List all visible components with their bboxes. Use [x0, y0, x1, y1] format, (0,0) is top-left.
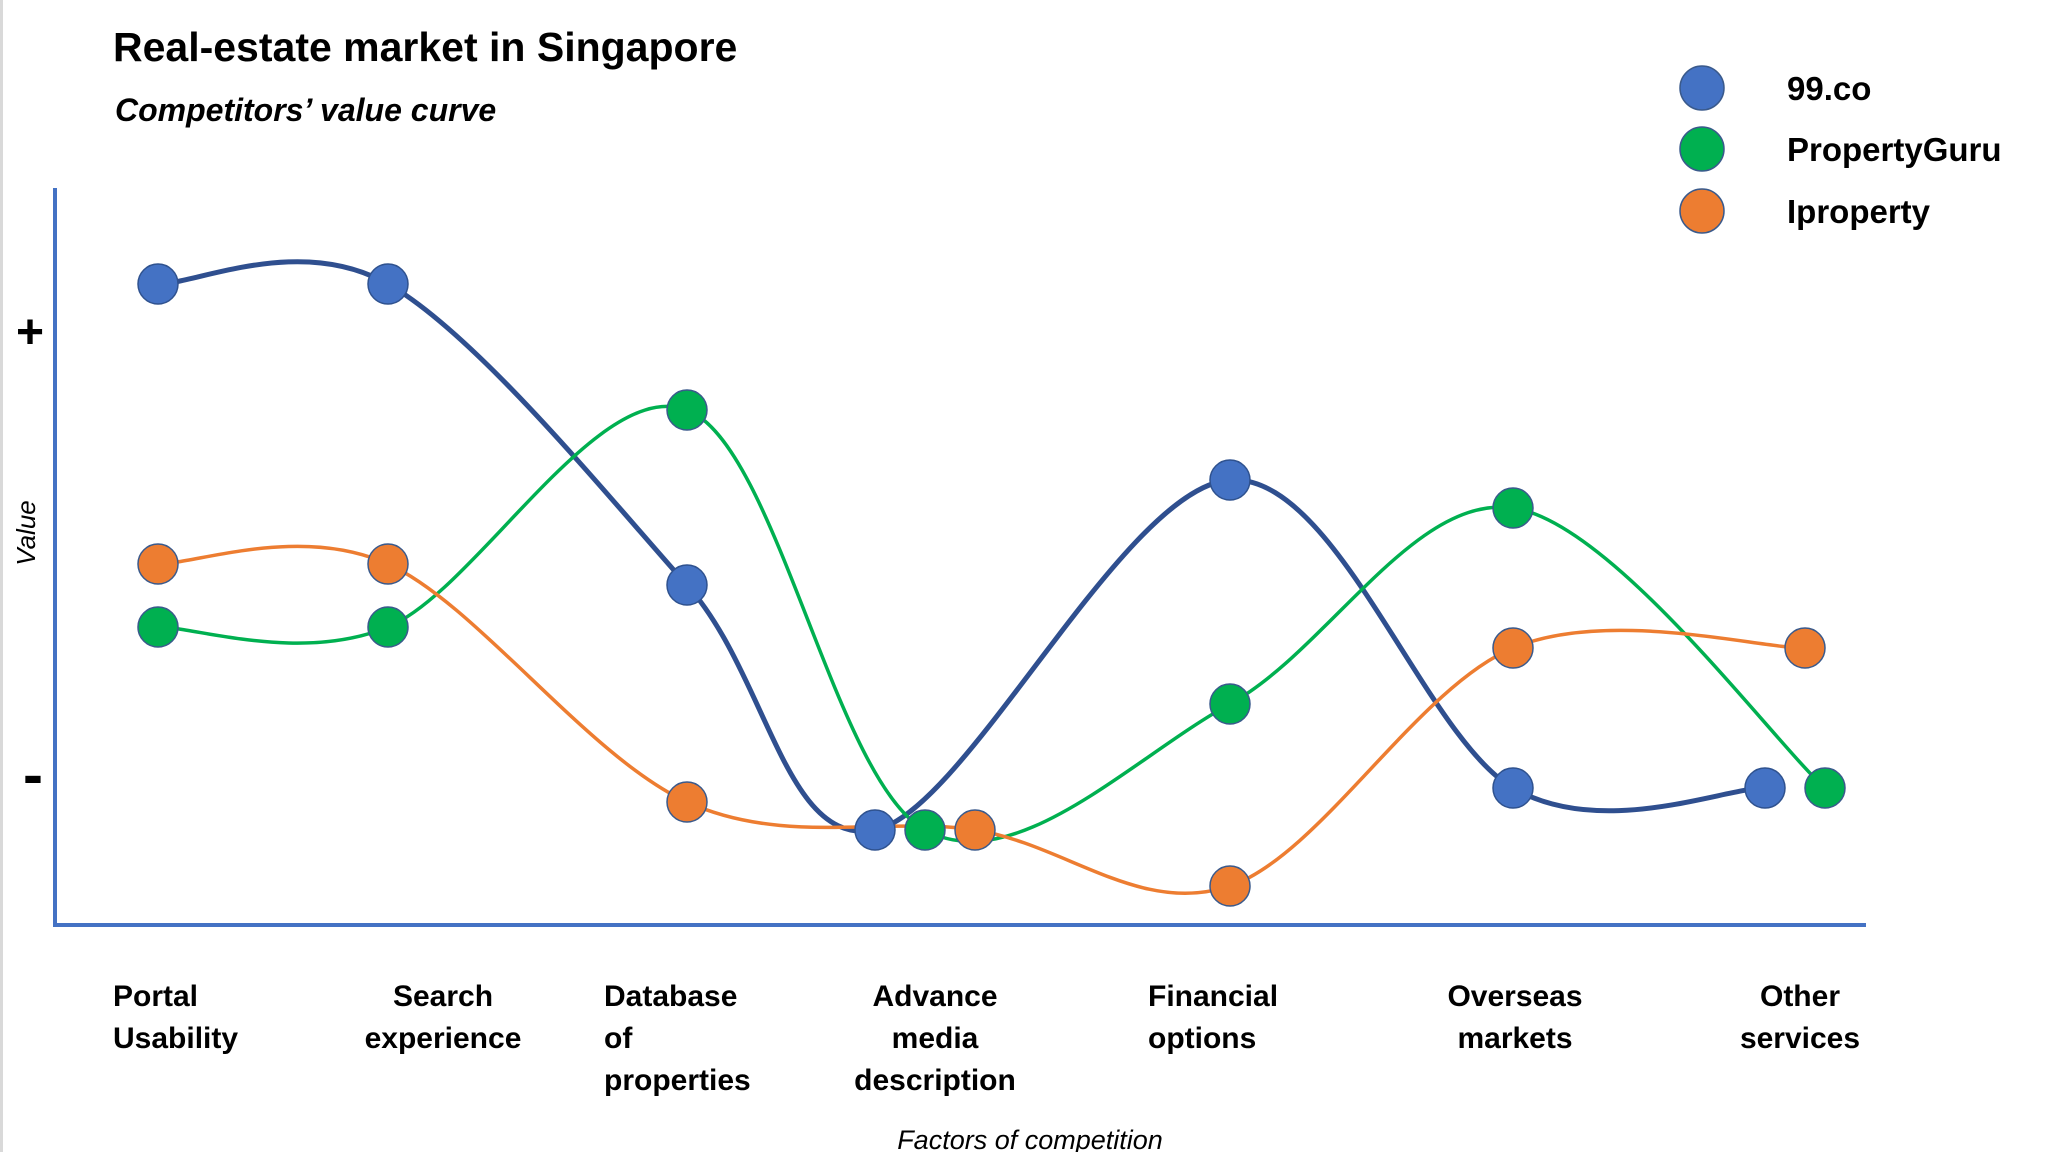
category-label-line: Overseas — [1447, 980, 1582, 1013]
axes: + - Value Factors of competition — [11, 188, 1866, 1152]
category-label-line: markets — [1457, 1022, 1572, 1055]
data-point — [137, 263, 179, 305]
data-point — [1804, 767, 1846, 809]
category-label-line: Advance — [872, 980, 997, 1013]
category-label: Advance media description — [854, 980, 1016, 1097]
category-label: Financial options — [1148, 980, 1278, 1055]
data-point — [367, 606, 409, 648]
data-point — [1744, 767, 1786, 809]
data-point — [137, 606, 179, 648]
data-point — [367, 543, 409, 585]
category-label-line: properties — [604, 1064, 751, 1097]
data-point — [1492, 767, 1534, 809]
data-point — [367, 263, 409, 305]
category-label: Search experience — [365, 980, 522, 1055]
data-point — [1209, 865, 1251, 907]
data-point — [904, 809, 946, 851]
legend: 99.co PropertyGuru Iproperty — [1679, 65, 2002, 234]
category-label-line: Usability — [113, 1022, 238, 1055]
category-label-line: description — [854, 1064, 1016, 1097]
category-label-line: Financial — [1148, 980, 1278, 1013]
chart-subtitle: Competitors’ value curve — [115, 92, 497, 128]
legend-marker — [1679, 65, 1725, 111]
category-label-line: Database — [604, 980, 737, 1013]
category-label: Database of properties — [604, 980, 751, 1097]
category-label-line: Other — [1760, 980, 1840, 1013]
legend-marker — [1679, 126, 1725, 172]
chart-title: Real-estate market in Singapore — [113, 24, 738, 70]
legend-label: PropertyGuru — [1787, 131, 2002, 168]
data-point — [854, 809, 896, 851]
data-point — [1209, 683, 1251, 725]
y-low-label: - — [23, 741, 43, 808]
category-label: Other services — [1740, 980, 1860, 1055]
category-label: Overseas markets — [1447, 980, 1582, 1055]
data-point — [666, 564, 708, 606]
legend-label: Iproperty — [1787, 193, 1931, 230]
y-axis-label: Value — [11, 500, 41, 566]
category-label: Portal Usability — [113, 980, 238, 1055]
data-point — [1492, 627, 1534, 669]
series-points — [137, 263, 1846, 907]
category-label-line: experience — [365, 1022, 522, 1055]
y-high-label: + — [16, 306, 44, 359]
category-labels: Portal Usability Search experience Database o… — [113, 980, 1860, 1097]
legend-label: 99.co — [1787, 70, 1871, 107]
data-point — [666, 389, 708, 431]
data-point — [954, 809, 996, 851]
x-axis-label: Factors of competition — [897, 1125, 1163, 1152]
data-point — [1784, 627, 1826, 669]
category-label-line: options — [1148, 1022, 1256, 1055]
category-label-line: Portal — [113, 980, 198, 1013]
data-point — [1492, 487, 1534, 529]
category-label-line: of — [604, 1022, 633, 1055]
legend-marker — [1679, 188, 1725, 234]
data-point — [137, 543, 179, 585]
data-point — [1209, 459, 1251, 501]
left-border — [0, 0, 3, 1152]
category-label-line: Search — [393, 980, 493, 1013]
series-curves — [155, 259, 1827, 896]
category-label-line: services — [1740, 1022, 1860, 1055]
data-point — [666, 781, 708, 823]
category-label-line: media — [892, 1022, 979, 1055]
